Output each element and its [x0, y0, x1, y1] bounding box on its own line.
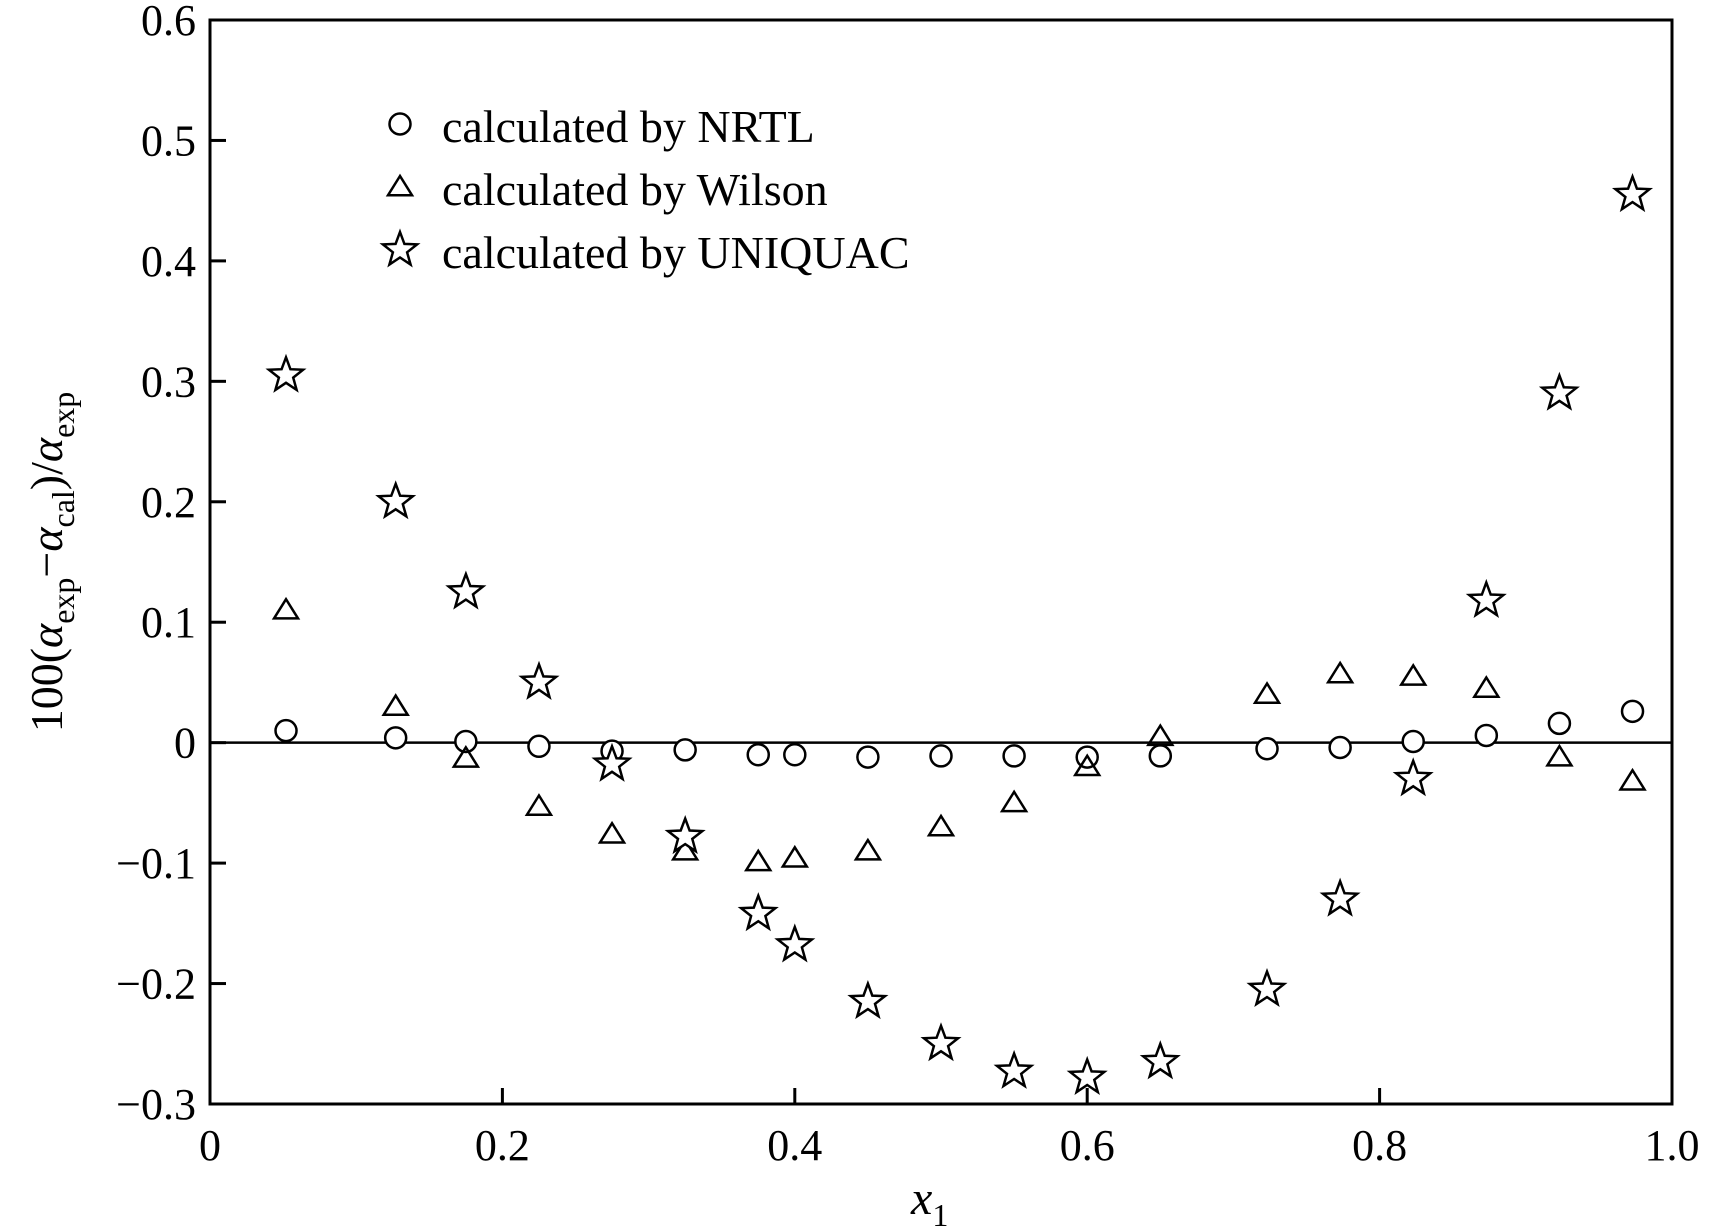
y-tick-label: −0.1	[116, 839, 196, 888]
data-point-star	[1611, 172, 1654, 213]
data-point-triangle	[780, 844, 810, 868]
data-point-circle	[1148, 744, 1173, 768]
data-point-circle	[527, 734, 551, 759]
data-point-triangle	[1618, 767, 1647, 791]
data-point-star	[1066, 1055, 1108, 1096]
data-point-circle	[383, 726, 408, 750]
data-point-star	[375, 480, 417, 520]
y-tick-label: 0.4	[141, 237, 196, 286]
data-point-circle	[1255, 736, 1279, 761]
data-point-circle	[673, 738, 697, 762]
data-point-circle	[746, 742, 770, 767]
data-point-circle	[783, 742, 807, 767]
data-point-triangle	[381, 693, 410, 717]
data-point-triangle	[743, 848, 773, 872]
data-point-triangle	[524, 793, 554, 817]
data-point-star	[774, 923, 816, 963]
x-tick-label: 0.2	[475, 1121, 530, 1170]
data-point-circle	[1547, 711, 1572, 736]
legend-marker-circle	[388, 112, 412, 136]
plot-frame	[208, 18, 1674, 1106]
x-tick-label: 0.6	[1060, 1121, 1115, 1170]
data-point-triangle	[451, 744, 481, 768]
data-point-circle	[274, 718, 298, 743]
data-point-circle	[454, 729, 478, 754]
data-point-star	[445, 570, 487, 610]
data-point-star	[664, 815, 706, 855]
legend-label: calculated by Wilson	[442, 164, 828, 215]
data-point-star	[1246, 967, 1288, 1008]
data-point-circle	[929, 744, 953, 768]
legend-marker-triangle	[385, 173, 415, 197]
legend-marker-star	[379, 228, 421, 268]
data-point-star	[1538, 371, 1580, 411]
x-tick-label: 1.0	[1645, 1121, 1700, 1170]
x-axis-title: x1	[910, 1172, 948, 1227]
x-tick-label: 0	[199, 1121, 221, 1170]
x-tick-label: 0.8	[1352, 1121, 1407, 1170]
data-point-star	[1465, 578, 1507, 619]
data-point-star	[518, 660, 560, 700]
y-tick-label: 0.3	[141, 357, 196, 406]
y-tick-label: 0.2	[141, 478, 196, 527]
data-point-star	[993, 1049, 1035, 1089]
y-axis-title: 100(αexp−αcal)/αexp	[21, 392, 81, 733]
y-tick-label: 0	[174, 719, 196, 768]
data-point-triangle	[1072, 753, 1102, 777]
y-tick-label: −0.2	[116, 960, 196, 1009]
data-point-circle	[856, 745, 880, 769]
data-point-circle	[1002, 744, 1026, 768]
y-tick-label: 0.5	[141, 116, 196, 165]
data-point-triangle	[853, 837, 883, 861]
y-tick-label: 0.1	[141, 598, 196, 647]
data-point-triangle	[1325, 660, 1355, 684]
data-point-circle	[1401, 729, 1425, 754]
data-point-star	[1139, 1040, 1181, 1080]
data-point-triangle	[926, 813, 956, 837]
data-point-star	[591, 742, 633, 782]
data-point-triangle	[670, 837, 700, 861]
data-point-circle	[1328, 735, 1352, 760]
x-tick-label: 0.4	[767, 1121, 822, 1170]
data-point-triangle	[1398, 663, 1428, 686]
y-tick-label: 0.6	[141, 0, 196, 45]
data-point-triangle	[1545, 743, 1574, 767]
data-point-star	[920, 1022, 962, 1062]
data-point-star	[1392, 757, 1434, 797]
data-point-star	[1319, 877, 1361, 917]
y-tick-label: −0.3	[116, 1080, 196, 1129]
data-point-star	[737, 892, 779, 932]
data-point-star	[265, 353, 307, 393]
data-point-triangle	[1146, 723, 1175, 747]
data-point-circle	[1474, 723, 1499, 748]
legend-label: calculated by UNIQUAC	[442, 227, 910, 278]
data-point-triangle	[1252, 681, 1282, 704]
data-point-triangle	[999, 789, 1029, 813]
data-point-circle	[1620, 699, 1645, 724]
data-point-triangle	[1472, 675, 1501, 698]
data-point-triangle	[271, 596, 301, 620]
data-point-triangle	[597, 820, 627, 844]
legend-label: calculated by NRTL	[442, 101, 815, 152]
data-point-star	[847, 979, 889, 1020]
